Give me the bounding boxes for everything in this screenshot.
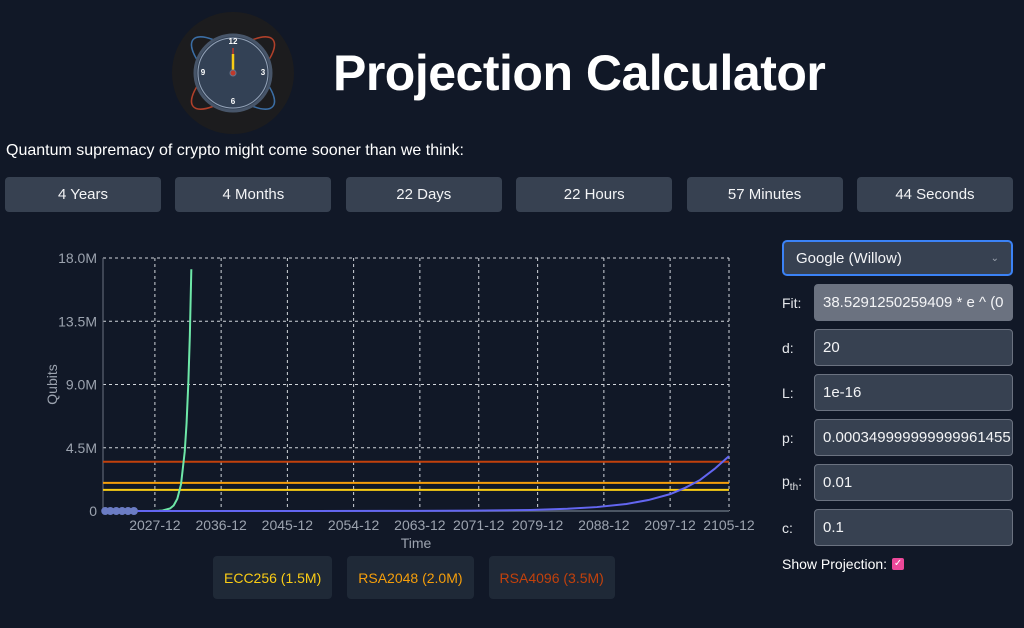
svg-text:12: 12 — [229, 37, 238, 46]
fit-field[interactable]: 38.5291250259409 * e ^ (0 — [814, 284, 1013, 321]
y-tick-label: 0 — [89, 503, 97, 519]
svg-text:3: 3 — [261, 68, 266, 77]
legend-ecc256[interactable]: ECC256 (1.5M) — [213, 556, 333, 599]
data-point — [124, 507, 133, 515]
l-label: L: — [782, 384, 794, 401]
x-axis-label: Time — [401, 535, 432, 551]
x-tick-label: 2027-12 — [129, 517, 181, 533]
countdown-minutes[interactable]: 57 Minutes — [686, 177, 843, 212]
device-select-value: Google (Willow) — [796, 249, 902, 267]
x-tick-label: 2054-12 — [328, 517, 380, 533]
fit-label: Fit: — [782, 294, 802, 311]
tagline: Quantum supremacy of crypto might come s… — [6, 142, 464, 159]
y-tick-label: 18.0M — [58, 250, 97, 266]
legend: ECC256 (1.5M) RSA2048 (2.0M) RSA4096 (3.… — [213, 556, 615, 599]
l-field[interactable]: 1e-16 — [814, 374, 1013, 411]
clock-logo: 12 3 6 9 — [172, 12, 294, 134]
legend-rsa4096[interactable]: RSA4096 (3.5M) — [488, 556, 615, 599]
legend-rsa2048[interactable]: RSA2048 (2.0M) — [347, 556, 474, 599]
show-projection-label: Show Projection: — [782, 556, 888, 572]
c-field[interactable]: 0.1 — [814, 509, 1013, 546]
c-label: c: — [782, 519, 793, 536]
svg-text:9: 9 — [201, 68, 206, 77]
x-tick-label: 2071-12 — [453, 517, 505, 533]
legend-label: RSA4096 (3.5M) — [499, 569, 604, 586]
data-point — [112, 507, 121, 515]
p-label: p: — [782, 429, 794, 446]
countdown-days[interactable]: 22 Days — [345, 177, 502, 212]
countdown: 4 Years 4 Months 22 Days 22 Hours 57 Min… — [5, 177, 1013, 212]
countdown-hours[interactable]: 22 Hours — [516, 177, 673, 212]
y-tick-label: 13.5M — [58, 313, 97, 329]
data-point — [129, 507, 138, 515]
pth-field[interactable]: 0.01 — [814, 464, 1013, 501]
controls-panel: Google (Willow) ⌄ Fit: 38.5291250259409 *… — [782, 240, 1013, 572]
page-title: Projection Calculator — [333, 45, 826, 101]
y-tick-label: 4.5M — [66, 440, 97, 456]
svg-text:6: 6 — [231, 97, 236, 106]
x-tick-label: 2045-12 — [262, 517, 314, 533]
qubit-projection-chart: 0 4.5M 9.0M 13.5M 18.0M 2027-12 2036-12 2045-12… — [44, 250, 755, 551]
data-point — [106, 507, 115, 515]
x-tick-label: 2036-12 — [195, 517, 247, 533]
d-label: d: — [782, 339, 794, 356]
x-tick-label: 2105-12 — [703, 517, 755, 533]
y-axis-label: Qubits — [44, 364, 60, 404]
legend-label: ECC256 (1.5M) — [224, 569, 322, 586]
x-tick-label: 2079-12 — [512, 517, 564, 533]
device-select[interactable]: Google (Willow) ⌄ — [782, 240, 1013, 276]
x-tick-label: 2063-12 — [394, 517, 446, 533]
countdown-seconds[interactable]: 44 Seconds — [856, 177, 1013, 212]
x-tick-label: 2097-12 — [644, 517, 696, 533]
series-line-1 — [102, 455, 730, 512]
pth-label: pth: — [782, 472, 803, 493]
chevron-down-icon: ⌄ — [990, 252, 999, 264]
x-tick-label: 2088-12 — [578, 517, 630, 533]
pth-label-sub: th — [789, 481, 799, 493]
legend-label: RSA2048 (2.0M) — [358, 569, 463, 586]
data-point — [118, 507, 127, 515]
series-line-0 — [151, 269, 193, 512]
countdown-months[interactable]: 4 Months — [175, 177, 332, 212]
d-field[interactable]: 20 — [814, 329, 1013, 366]
countdown-years[interactable]: 4 Years — [5, 177, 161, 212]
show-projection-checkbox[interactable]: ✓ — [892, 558, 905, 570]
p-field[interactable]: 0.000349999999999961455 — [814, 419, 1013, 456]
y-tick-label: 9.0M — [66, 377, 97, 393]
